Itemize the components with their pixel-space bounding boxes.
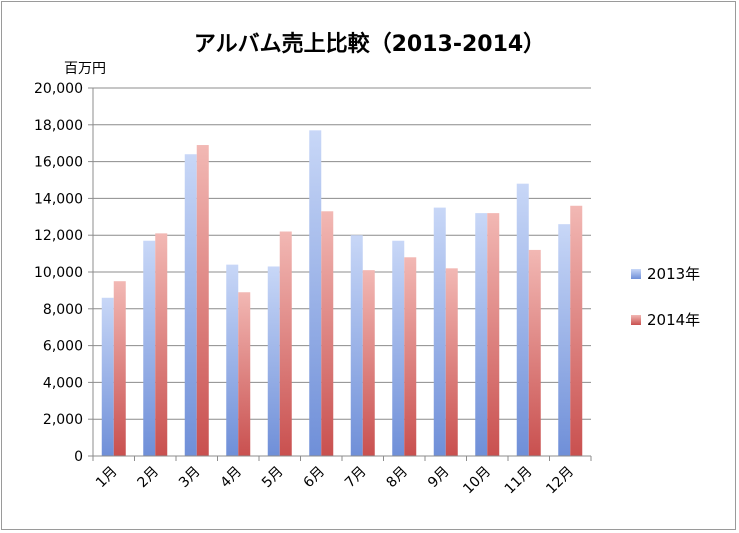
y-tick-label: 0 (74, 449, 83, 465)
bar-2013-7 (350, 235, 363, 456)
bar-2014-1 (113, 281, 126, 456)
legend-swatch-2014 (631, 314, 641, 325)
bar-2014-12 (570, 205, 583, 456)
legend-item-2013: 2013年 (631, 263, 700, 284)
x-tick-label: 9月 (425, 464, 453, 492)
bar-2013-4 (226, 264, 239, 456)
bar-2013-11 (516, 183, 529, 456)
bar-2014-4 (238, 292, 251, 456)
y-tick-label: 20,000 (34, 81, 83, 97)
y-tick-label: 4,000 (43, 375, 83, 391)
bar-2014-3 (196, 145, 209, 457)
bar-2013-12 (558, 224, 571, 456)
x-tick-label: 10月 (460, 464, 494, 498)
x-tick-label: 11月 (502, 464, 536, 498)
legend-swatch-2013 (631, 268, 641, 279)
y-tick-label: 16,000 (34, 155, 83, 171)
bar-2014-6 (321, 211, 334, 456)
y-axis-unit-label: 百万円 (64, 61, 106, 77)
chart-title: アルバム売上比較（2013-2014） (193, 32, 546, 57)
y-tick-label: 18,000 (34, 118, 83, 134)
bar-2014-7 (362, 270, 375, 456)
bar-2014-11 (528, 249, 541, 456)
x-tick-label: 1月 (93, 464, 121, 492)
legend-label-2013: 2013年 (647, 265, 701, 283)
y-tick-label: 12,000 (34, 228, 83, 244)
y-tick-label: 6,000 (43, 339, 83, 355)
bar-2014-2 (155, 233, 168, 456)
bar-2013-2 (143, 240, 156, 456)
bar-2013-1 (101, 297, 114, 456)
bars (101, 130, 583, 457)
x-tick-label: 7月 (342, 464, 370, 492)
x-tick-label: 8月 (384, 464, 412, 492)
gridlines (93, 87, 591, 457)
x-tick-label: 6月 (301, 464, 329, 492)
x-tick-label: 4月 (218, 464, 246, 492)
legend-label-2014: 2014年 (647, 311, 701, 329)
y-tick-label: 14,000 (34, 191, 83, 207)
x-tick-label: 2月 (135, 464, 163, 492)
bar-2014-8 (404, 257, 417, 456)
bar-2013-9 (433, 207, 446, 456)
y-tick-label: 10,000 (34, 265, 83, 281)
legend-item-2014: 2014年 (631, 309, 700, 330)
x-tick-label: 5月 (259, 464, 287, 492)
bar-2014-9 (445, 268, 458, 456)
x-tick-label: 12月 (543, 464, 577, 498)
axes: 0 2,000 4,000 6,000 8,000 10,000 12,000 14,000 1… (34, 81, 592, 498)
y-tick-label: 8,000 (43, 302, 83, 318)
bar-2013-10 (475, 213, 488, 456)
bar-2014-5 (279, 231, 292, 456)
y-tick-label: 2,000 (43, 412, 83, 428)
bar-2014-10 (487, 213, 500, 456)
bar-2013-8 (392, 240, 405, 456)
bar-2013-6 (309, 130, 322, 456)
x-tick-label: 3月 (176, 464, 204, 492)
bar-2013-5 (267, 266, 280, 456)
bar-2013-3 (184, 154, 197, 457)
